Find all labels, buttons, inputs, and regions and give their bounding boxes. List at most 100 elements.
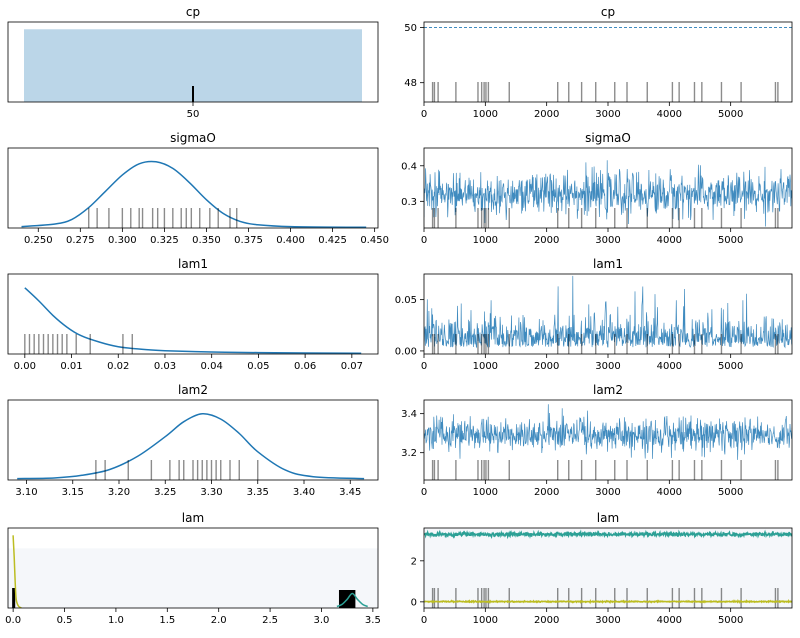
chart-5-xtick-label-1: 1000 — [473, 361, 498, 372]
chart-4-title: lam1 — [178, 257, 208, 271]
chart-5-xtick-label-4: 4000 — [657, 361, 682, 372]
chart-2-xtick-label-8: 0.450 — [360, 235, 389, 246]
chart-4-xtick-label-5: 0.05 — [247, 361, 269, 372]
chart-3-ytick-label-1: 0.4 — [401, 161, 417, 172]
chart-9-xtick-label-0: 0 — [421, 615, 427, 626]
chart-6-xtick-label-3: 3.25 — [154, 487, 176, 498]
chart-8-series-1 — [336, 592, 368, 608]
chart-6-xtick-label-5: 3.35 — [247, 487, 269, 498]
chart-1-xtick-label-4: 4000 — [657, 109, 682, 120]
chart-5-xtick-label-2: 2000 — [534, 361, 559, 372]
chart-9-series-1 — [424, 529, 792, 540]
chart-2-xtick-label-7: 0.425 — [318, 235, 347, 246]
chart-4-xtick-label-0: 0.00 — [14, 361, 36, 372]
chart-3-title: sigmaO — [585, 131, 631, 145]
chart-7-data — [424, 404, 792, 480]
chart-9-data — [424, 529, 792, 608]
chart-6-xtick-label-6: 3.40 — [293, 487, 315, 498]
chart-6-panel: lam2 3.10 3.15 3.20 3.25 3.30 3.35 3.40 3.45 — [7, 383, 379, 498]
chart-6-data — [17, 413, 365, 480]
chart-5-xtick-label-0: 0 — [421, 361, 427, 372]
chart-2-xtick-label-2: 0.300 — [108, 235, 137, 246]
chart-7-ytick-label-0: 3.2 — [401, 448, 417, 459]
chart-5-xtick-label-5: 5000 — [718, 361, 743, 372]
chart-4-xtick-label-7: 0.07 — [341, 361, 363, 372]
chart-9-xtick-label-3: 3000 — [595, 615, 620, 626]
chart-6-frame — [7, 399, 379, 481]
chart-7-ytick-label-1: 3.4 — [401, 409, 417, 420]
chart-8-data — [12, 535, 368, 608]
chart-3-xtick-label-5: 5000 — [718, 235, 743, 246]
chart-0-xtick-label-0: 50 — [187, 109, 200, 120]
chart-3-panel: sigmaO 0 1000 2000 3000 4000 5000 0.3 0.4 — [401, 131, 793, 246]
chart-7-xtick-label-0: 0 — [421, 487, 427, 498]
chart-2-xtick-label-0: 0.250 — [24, 235, 53, 246]
chart-7-xtick-label-3: 3000 — [595, 487, 620, 498]
chart-1-ytick-label-0: 48 — [404, 78, 417, 89]
chart-3-xtick-label-0: 0 — [421, 235, 427, 246]
chart-4-frame — [7, 273, 379, 355]
chart-7-panel: lam2 0 1000 2000 3000 4000 5000 3.2 3.4 — [401, 383, 793, 498]
chart-8-title: lam — [182, 511, 204, 525]
chart-0-data — [24, 29, 362, 102]
chart-9-xtick-label-1: 1000 — [473, 615, 498, 626]
chart-1-xtick-label-5: 5000 — [718, 109, 743, 120]
chart-7-xtick-label-5: 5000 — [718, 487, 743, 498]
chart-7-title: lam2 — [593, 383, 623, 397]
chart-7-xtick-label-1: 1000 — [473, 487, 498, 498]
chart-8-xtick-label-6: 3.0 — [314, 615, 330, 626]
chart-1-data — [424, 27, 792, 102]
chart-3-xtick-label-2: 2000 — [534, 235, 559, 246]
chart-2-data — [21, 160, 367, 228]
chart-5-title: lam1 — [593, 257, 623, 271]
chart-2-frame — [7, 147, 379, 229]
chart-5-xtick-label-3: 3000 — [595, 361, 620, 372]
chart-6-xtick-label-2: 3.20 — [108, 487, 130, 498]
chart-2-panel: sigmaO 0.250 0.275 0.300 0.325 0.350 0.375 0.40… — [7, 131, 389, 246]
chart-1-ytick-label-1: 50 — [404, 23, 417, 34]
chart-6-xtick-label-0: 3.10 — [15, 487, 37, 498]
chart-4-panel: lam1 0.00 0.01 0.02 0.03 0.04 0.05 0.06 0.07 — [7, 257, 379, 372]
chart-1-xtick-label-2: 2000 — [534, 109, 559, 120]
chart-7-xtick-label-2: 2000 — [534, 487, 559, 498]
chart-8-xtick-label-4: 2.0 — [211, 615, 227, 626]
chart-6-xtick-label-4: 3.30 — [200, 487, 222, 498]
chart-3-ytick-label-0: 0.3 — [401, 197, 417, 208]
chart-4-xtick-label-6: 0.06 — [294, 361, 316, 372]
chart-4-data — [24, 287, 362, 354]
chart-9-xtick-label-2: 2000 — [534, 615, 559, 626]
chart-6-title: lam2 — [178, 383, 208, 397]
chart-8-xtick-label-0: 0.0 — [5, 615, 21, 626]
chart-3-data — [424, 160, 792, 228]
chart-1-frame — [423, 21, 793, 103]
chart-8-xtick-label-5: 2.5 — [262, 615, 278, 626]
chart-7-trace-line — [424, 404, 792, 460]
chart-1-panel: cp 0 1000 2000 3000 4000 5000 48 50 — [404, 5, 793, 120]
chart-9-ytick-label-1: 2 — [411, 556, 417, 567]
chart-5-data — [424, 275, 792, 354]
chart-0-title: cp — [186, 5, 200, 19]
chart-5-ytick-label-0: 0.00 — [395, 346, 417, 357]
chart-8-shaded-band — [8, 548, 378, 608]
chart-1-xtick-label-3: 3000 — [595, 109, 620, 120]
chart-1-xtick-label-0: 0 — [421, 109, 427, 120]
chart-9-series-0 — [424, 598, 792, 605]
chart-1-title: cp — [601, 5, 615, 19]
chart-1-xtick-label-1: 1000 — [473, 109, 498, 120]
chart-5-ytick-label-1: 0.05 — [395, 295, 417, 306]
chart-4-xtick-label-4: 0.04 — [201, 361, 223, 372]
chart-8-xtick-label-7: 3.5 — [365, 615, 381, 626]
chart-8-xtick-label-2: 1.0 — [108, 615, 124, 626]
chart-8-xtick-label-1: 0.5 — [57, 615, 73, 626]
chart-6-density-line — [17, 413, 365, 480]
chart-8-xtick-label-3: 1.5 — [159, 615, 175, 626]
chart-4-density-line — [24, 287, 362, 354]
chart-9-title: lam — [597, 511, 619, 525]
chart-6-xtick-label-7: 3.45 — [339, 487, 361, 498]
chart-9-panel: lam 0 1000 2000 3000 4000 5000 0 2 — [411, 511, 793, 626]
chart-8-frame — [7, 527, 379, 609]
chart-2-title: sigmaO — [170, 131, 216, 145]
chart-2-xtick-label-4: 0.350 — [192, 235, 221, 246]
chart-4-xtick-label-2: 0.02 — [107, 361, 129, 372]
